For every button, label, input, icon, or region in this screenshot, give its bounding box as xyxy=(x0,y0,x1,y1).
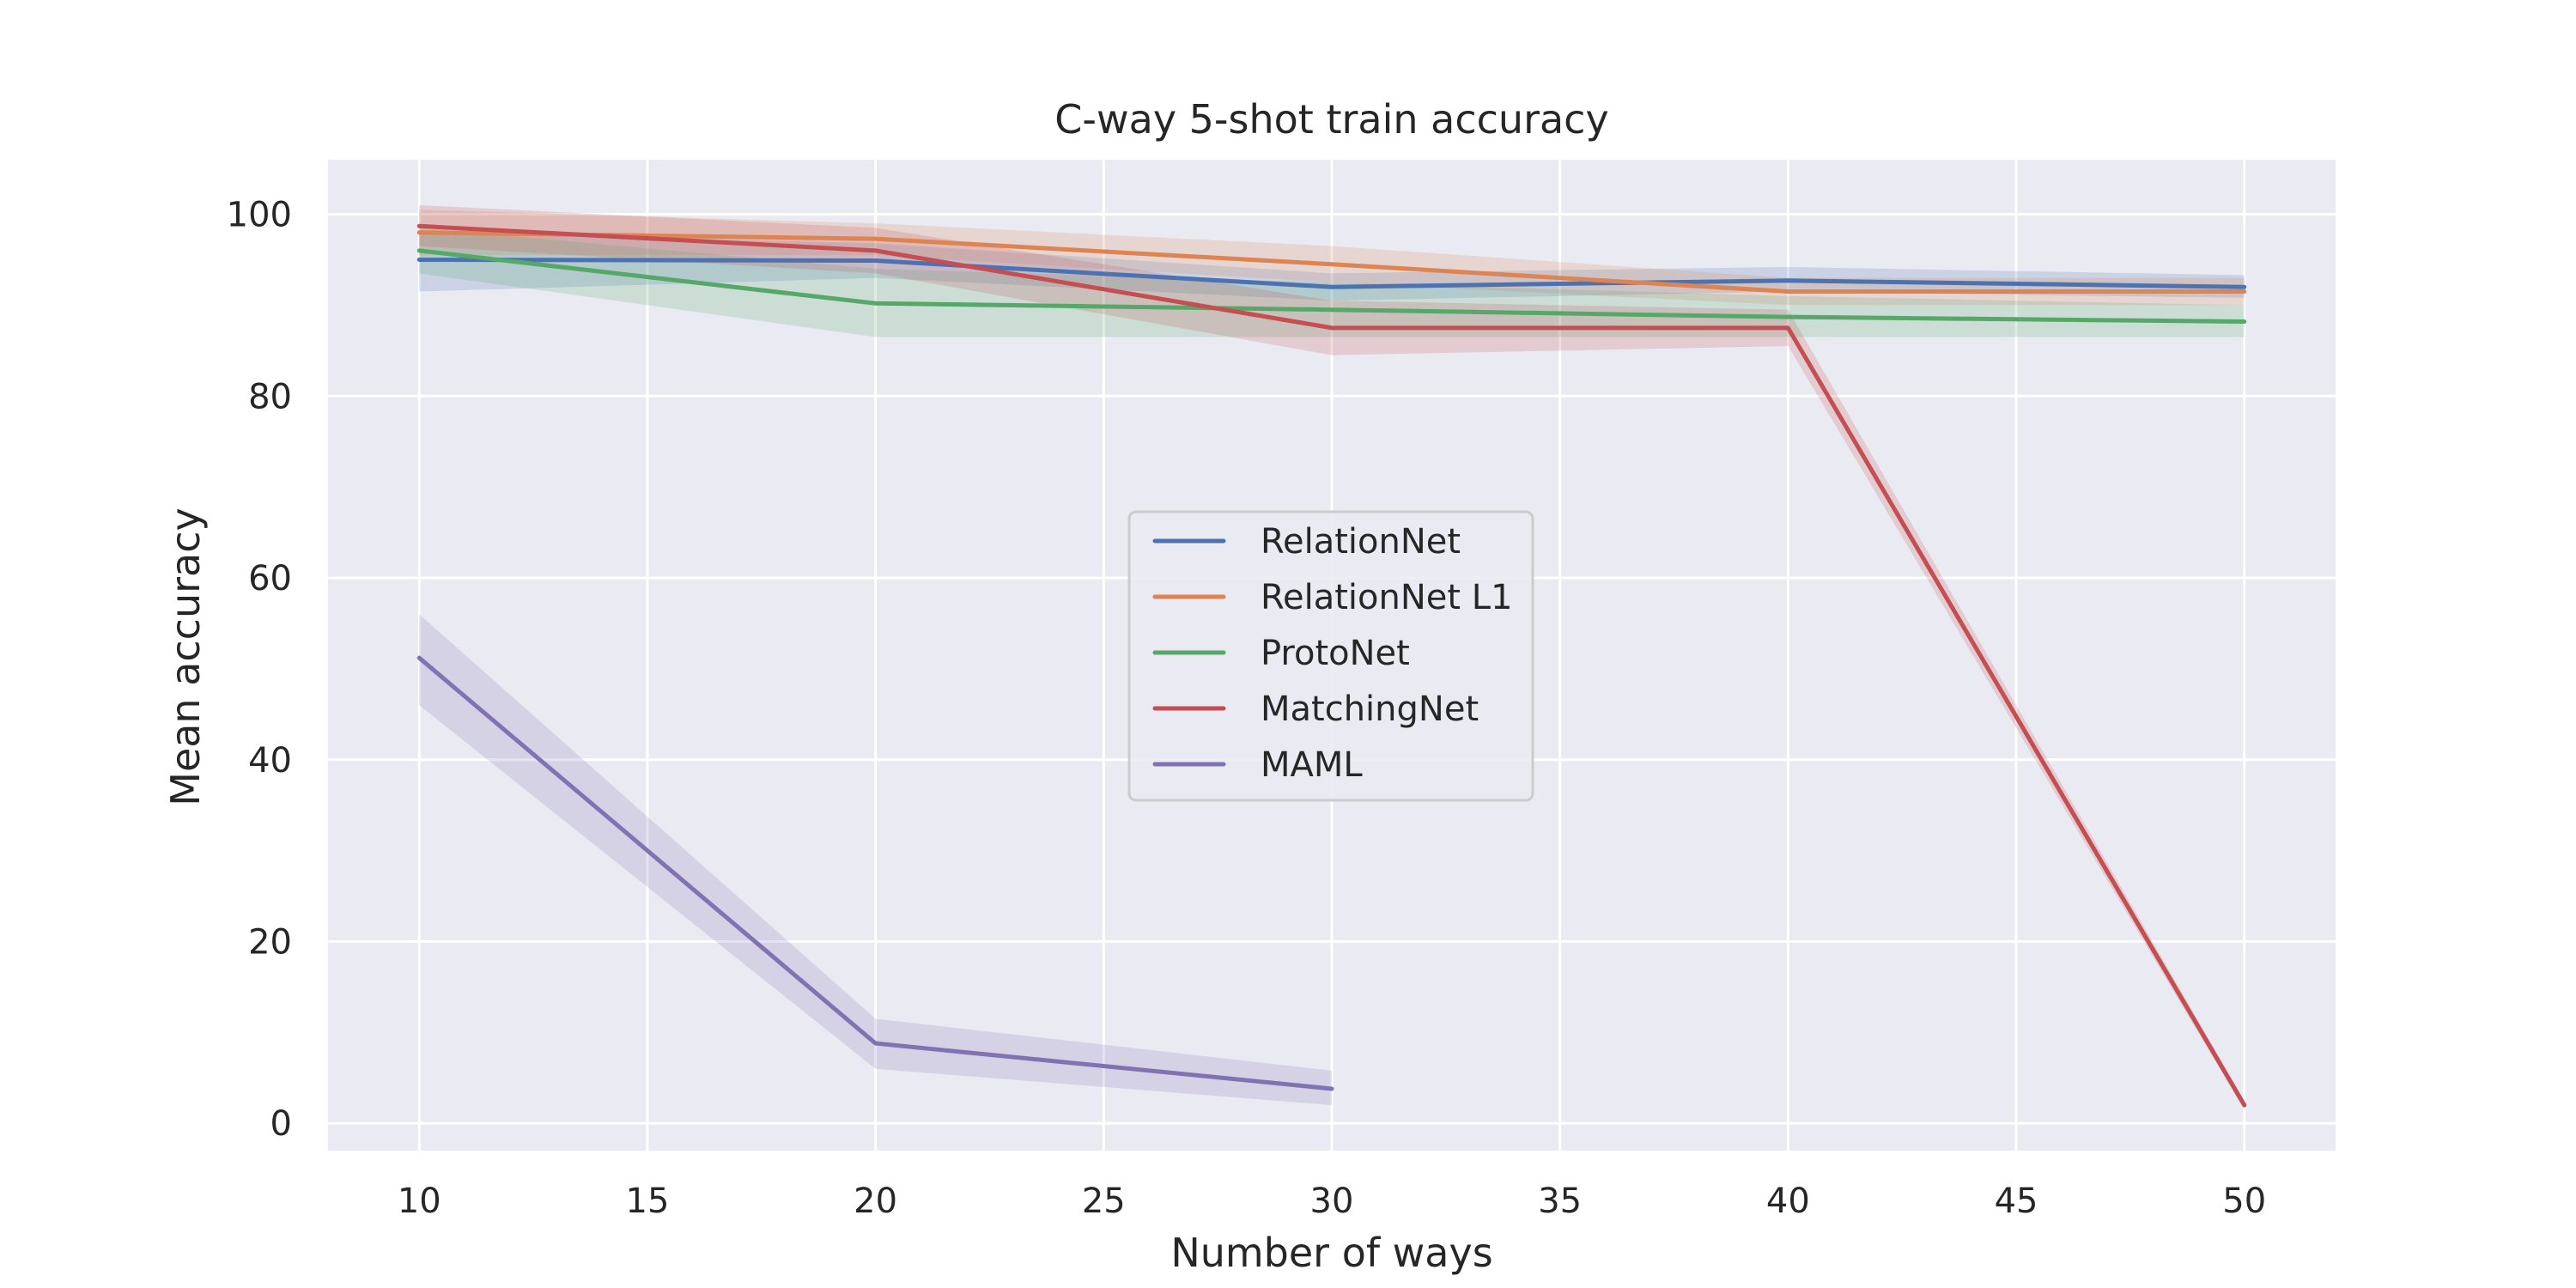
x-tick-label: 50 xyxy=(2222,1182,2266,1221)
y-tick-label: 20 xyxy=(248,922,292,962)
protonet-confidence-band xyxy=(419,228,2245,337)
legend-label-maml: MAML xyxy=(1261,745,1363,785)
matchingnet-line xyxy=(416,223,2247,1108)
legend-label-relationnet-l1: RelationNet L1 xyxy=(1261,578,1513,617)
x-tick-label: 20 xyxy=(854,1182,897,1221)
x-tick-label: 40 xyxy=(1766,1182,1810,1221)
relationnet-line xyxy=(416,257,2247,289)
y-tick-label: 60 xyxy=(248,559,292,598)
x-tick-label: 45 xyxy=(1995,1182,2038,1221)
chart-title: C-way 5-shot train accuracy xyxy=(1054,96,1608,143)
y-tick-label: 40 xyxy=(248,741,292,781)
series-lines xyxy=(416,223,2247,1108)
tick-labels: 10 15 20 25 30 35 40 45 50 0 20 40 60 80 100 xyxy=(227,196,2267,1221)
x-tick-label: 30 xyxy=(1310,1182,1354,1221)
legend-label-protonet: ProtoNet xyxy=(1261,634,1410,673)
x-tick-label: 25 xyxy=(1082,1182,1126,1221)
legend-label-matchingnet: MatchingNet xyxy=(1261,690,1479,729)
y-axis-title: Mean accuracy xyxy=(162,507,209,806)
x-tick-label: 15 xyxy=(626,1182,670,1221)
y-tick-label: 80 xyxy=(248,377,292,416)
x-axis-title: Number of ways xyxy=(1170,1230,1492,1276)
legend-box xyxy=(1127,510,1534,802)
y-tick-label: 0 xyxy=(270,1104,292,1144)
legend-label-relationnet: RelationNet xyxy=(1261,522,1461,562)
protonet-line xyxy=(416,248,2247,324)
x-tick-label: 10 xyxy=(398,1182,441,1221)
maml-line xyxy=(416,655,1334,1091)
relationnet-l1-line xyxy=(416,230,2247,295)
legend: RelationNet RelationNet L1 ProtoNet Matchin… xyxy=(1127,510,1534,802)
x-tick-label: 35 xyxy=(1538,1182,1582,1221)
y-tick-label: 100 xyxy=(227,196,292,235)
grid-lines xyxy=(328,160,2336,1151)
